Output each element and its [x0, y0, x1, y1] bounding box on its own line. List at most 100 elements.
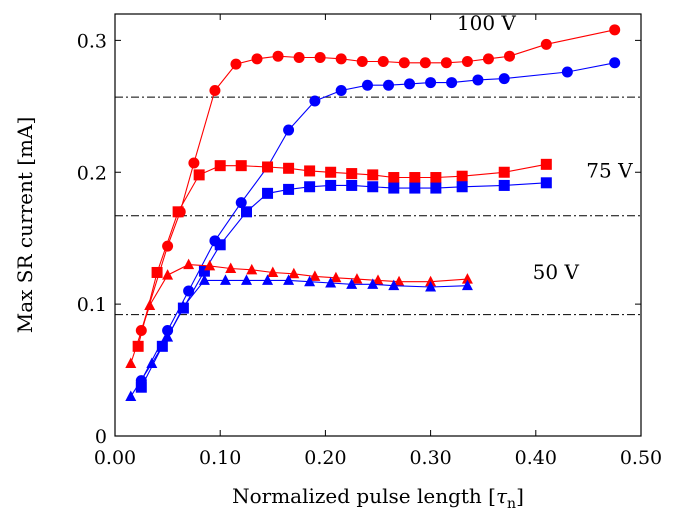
- series-line: [140, 62, 615, 381]
- data-point: [377, 55, 389, 67]
- data-point: [219, 274, 231, 285]
- data-point: [125, 390, 137, 401]
- data-point: [309, 95, 321, 107]
- series-0: [135, 24, 621, 336]
- data-point: [461, 273, 473, 284]
- data-point: [367, 278, 379, 289]
- data-point: [309, 270, 321, 281]
- data-point: [425, 280, 437, 292]
- x-tick-label: 0.20: [304, 447, 346, 469]
- x-tick-label: 0.40: [515, 447, 557, 469]
- x-axis-label: Normalized pulse length [τn]: [232, 484, 524, 512]
- plot-frame: [114, 13, 642, 437]
- data-point: [325, 277, 337, 288]
- data-point: [456, 181, 468, 193]
- data-point: [304, 165, 316, 177]
- data-point: [135, 381, 147, 393]
- data-point: [404, 78, 416, 90]
- y-tick-label: 0.1: [77, 294, 107, 316]
- data-point: [262, 187, 274, 199]
- data-point: [304, 181, 316, 193]
- data-point: [446, 77, 458, 89]
- data-point: [372, 274, 384, 285]
- data-point: [288, 267, 300, 279]
- voltage-label-2: 50 V: [533, 260, 580, 284]
- series-line: [137, 163, 547, 347]
- data-point: [388, 182, 400, 194]
- data-point: [361, 79, 373, 91]
- data-point: [498, 166, 510, 178]
- data-point: [325, 166, 337, 178]
- x-tick-label: 0.30: [409, 447, 451, 469]
- data-point: [335, 84, 347, 96]
- data-point: [409, 182, 421, 194]
- data-point: [272, 50, 284, 62]
- data-point: [162, 269, 174, 280]
- data-point: [214, 239, 226, 251]
- data-point: [314, 52, 326, 64]
- data-point: [609, 24, 621, 36]
- data-point: [146, 357, 158, 368]
- data-point: [498, 73, 510, 85]
- data-point: [283, 162, 295, 174]
- data-point: [235, 197, 247, 209]
- voltage-label-0: 100 V: [457, 11, 517, 35]
- data-point: [132, 340, 144, 352]
- data-point: [246, 263, 258, 275]
- data-point: [504, 50, 515, 62]
- data-point: [193, 169, 205, 181]
- data-point: [388, 172, 400, 184]
- data-point: [425, 77, 437, 89]
- data-point: [162, 331, 174, 342]
- data-point: [561, 66, 573, 78]
- data-point: [151, 266, 163, 278]
- y-tick-label: 0: [95, 426, 107, 448]
- data-point: [267, 266, 279, 277]
- series-4: [125, 258, 473, 368]
- data-point: [172, 206, 184, 218]
- data-point: [293, 52, 305, 64]
- data-point: [419, 57, 431, 69]
- data-point: [383, 79, 395, 91]
- data-point: [351, 273, 363, 284]
- data-point: [230, 58, 242, 70]
- y-tick-label: 0.3: [77, 30, 107, 52]
- data-point: [198, 265, 210, 277]
- data-point: [409, 172, 421, 184]
- data-point: [144, 299, 156, 310]
- data-point: [304, 275, 316, 287]
- data-point: [540, 38, 552, 50]
- data-point: [188, 157, 200, 169]
- data-point: [540, 158, 552, 170]
- data-point: [367, 169, 379, 181]
- data-point: [472, 74, 484, 86]
- data-point: [241, 274, 252, 285]
- data-point: [204, 259, 216, 271]
- series-3: [135, 177, 552, 393]
- annotations: 100 V 75 V 50 V: [457, 11, 633, 284]
- series-5: [125, 274, 473, 401]
- data-point: [393, 275, 405, 287]
- data-point: [609, 57, 621, 69]
- x-tick-label: 0.10: [199, 447, 241, 469]
- data-point: [162, 325, 174, 336]
- data-point: [398, 57, 410, 69]
- data-point: [482, 53, 494, 65]
- data-point: [198, 274, 210, 285]
- data-point: [283, 274, 295, 285]
- x-tick-label: 0.00: [94, 447, 136, 469]
- data-point: [498, 179, 510, 191]
- data-point: [183, 258, 195, 270]
- data-point: [461, 279, 473, 291]
- data-point: [335, 53, 347, 65]
- x-tick-label: 0.50: [620, 447, 662, 469]
- y-tick-label: 0.2: [77, 162, 107, 184]
- data-point: [430, 172, 442, 184]
- data-point: [461, 55, 473, 67]
- series-line: [130, 279, 468, 397]
- data-point: [325, 179, 337, 191]
- data-point: [177, 300, 189, 312]
- data-point: [456, 170, 468, 182]
- voltage-label-1: 75 V: [586, 159, 633, 183]
